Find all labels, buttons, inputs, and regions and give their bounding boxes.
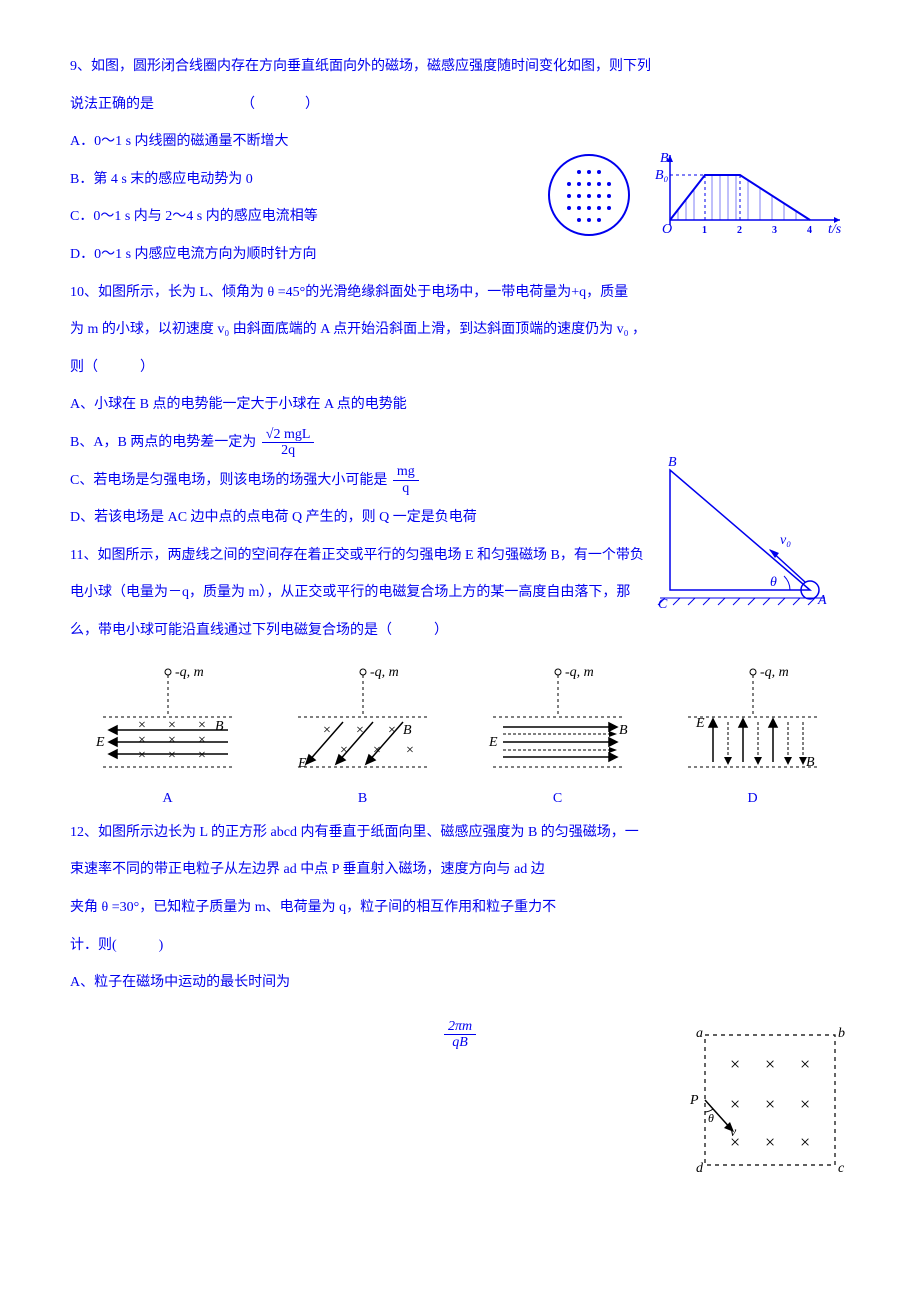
svg-text:O: O (662, 222, 672, 237)
svg-text:P: P (689, 1093, 699, 1108)
svg-text:A: A (817, 593, 827, 608)
svg-text:B: B (619, 723, 628, 738)
axis-B-label: B (660, 151, 669, 166)
q12-stem-line3: 夹角 θ =30°，已知粒子质量为 m、电荷量为 q，粒子间的相互作用和粒子重力… (70, 891, 850, 925)
svg-text:B: B (215, 719, 224, 734)
frac-num: √2 mgL (262, 427, 315, 443)
q9-stem-line2: 说法正确的是 （ ） (70, 88, 850, 122)
q10-option-A: A、小球在 B 点的电势能一定大于小球在 A 点的电势能 (70, 388, 850, 422)
svg-text:2: 2 (737, 225, 742, 236)
svg-text:×: × (168, 748, 176, 763)
svg-text:t/s: t/s (828, 222, 842, 237)
svg-text:v₀: v₀ (780, 533, 791, 548)
svg-text:B: B (403, 723, 412, 738)
svg-text:E: E (695, 716, 705, 731)
svg-text:×: × (198, 733, 206, 748)
svg-text:θ: θ (708, 1111, 714, 1125)
svg-text:c: c (838, 1161, 845, 1176)
q10-C-text: C、若电场是匀强电场，则该电场的场强大小可能是 (70, 473, 387, 488)
svg-text:×: × (765, 1132, 775, 1152)
q11-fig-A-icon: -q, m ××× ××× ××× E B (93, 662, 243, 782)
q11-label-D: D (683, 788, 823, 810)
svg-text:×: × (168, 733, 176, 748)
q10-stem-line3: 则（ ） (70, 351, 850, 385)
svg-text:3: 3 (772, 225, 777, 236)
q11-fig-C-icon: -q, m E B (483, 662, 633, 782)
q11-figures: -q, m ××× ××× ××× E B -q, m ××× ××× (70, 662, 850, 782)
q10-C-fraction: mg q (393, 464, 419, 496)
q10-stem-line1: 10、如图所示，长为 L、倾角为 θ =45°的光滑绝缘斜面处于电场中，一带电荷… (70, 276, 850, 310)
svg-text:×: × (323, 723, 331, 738)
svg-text:4: 4 (807, 225, 812, 236)
q12-figure: ××× ××× ××× a b c d P θ v (680, 1020, 850, 1204)
svg-text:×: × (730, 1094, 740, 1114)
svg-text:×: × (138, 718, 146, 733)
q9-figures: B B₀ O 1 2 3 4 t/s (546, 150, 850, 240)
svg-text:×: × (198, 748, 206, 763)
q11-option-labels: A B C D (70, 788, 850, 810)
svg-text:×: × (138, 748, 146, 763)
svg-text:d: d (696, 1161, 704, 1176)
svg-text:-q, m: -q, m (565, 665, 594, 680)
svg-text:E: E (488, 735, 498, 750)
svg-text:×: × (765, 1094, 775, 1114)
b-t-graph-icon: B B₀ O 1 2 3 4 t/s (650, 150, 850, 240)
q9-paren: （ ） (241, 97, 321, 112)
q12-stem-line1: 12、如图所示边长为 L 的正方形 abcd 内有垂直于纸面向里、磁感应强度为 … (70, 816, 850, 850)
svg-text:B: B (806, 755, 815, 770)
q9-stem-line1: 9、如图，圆形闭合线圈内存在方向垂直纸面向外的磁场，磁感应强度随时间变化如图，则… (70, 50, 850, 84)
q12-option-A: A、粒子在磁场中运动的最长时间为 (70, 966, 850, 1000)
axis-B0-label: B₀ (655, 168, 669, 183)
q12-stem-line4: 计．则( ) (70, 929, 850, 963)
svg-text:E: E (95, 735, 105, 750)
q9-option-D: D．0～1 s 内感应电流方向为顺时针方向 (70, 238, 850, 272)
q12-stem-line2: 束速率不同的带正电粒子从左边界 ad 中点 P 垂直射入磁场，速度方向与 ad … (70, 853, 850, 887)
formula-den: qB (444, 1035, 476, 1050)
svg-text:×: × (356, 723, 364, 738)
svg-text:×: × (765, 1054, 775, 1074)
q11-label-A: A (98, 788, 238, 810)
q11-label-B: B (293, 788, 433, 810)
svg-text:×: × (198, 718, 206, 733)
svg-text:v: v (730, 1125, 737, 1140)
svg-text:-q, m: -q, m (370, 665, 399, 680)
svg-text:θ: θ (770, 575, 777, 590)
svg-text:×: × (800, 1094, 810, 1114)
svg-text:E: E (297, 756, 307, 771)
svg-text:×: × (373, 743, 381, 758)
svg-text:×: × (138, 733, 146, 748)
svg-text:×: × (800, 1132, 810, 1152)
svg-text:B: B (668, 455, 677, 470)
frac-den: 2q (262, 443, 315, 458)
q10-stem-line2: 为 m 的小球，以初速度 v₀ 由斜面底端的 A 点开始沿斜面上滑，到达斜面顶端… (70, 313, 850, 347)
svg-text:1: 1 (702, 225, 707, 236)
q10-figure: B C A v₀ θ (650, 450, 830, 624)
q11-fig-B-icon: -q, m × × × × × × E B (288, 662, 438, 782)
svg-text:b: b (838, 1026, 845, 1041)
svg-text:×: × (800, 1054, 810, 1074)
q11-fig-D-icon: -q, m E B (678, 662, 828, 782)
svg-text:×: × (730, 1054, 740, 1074)
formula-num: 2πm (444, 1019, 476, 1035)
q10-B-text: B、A，B 两点的电势差一定为 (70, 435, 256, 450)
svg-text:×: × (388, 723, 396, 738)
svg-text:×: × (168, 718, 176, 733)
coil-figure-icon (546, 152, 632, 238)
svg-text:×: × (406, 743, 414, 758)
svg-text:-q, m: -q, m (175, 665, 204, 680)
frac-den: q (393, 481, 419, 496)
q11-label-C: C (488, 788, 628, 810)
svg-text:a: a (696, 1026, 703, 1041)
svg-text:×: × (340, 743, 348, 758)
q10-B-fraction: √2 mgL 2q (262, 427, 315, 459)
frac-num: mg (393, 464, 419, 480)
svg-text:-q, m: -q, m (760, 665, 789, 680)
q9-stem-text: 说法正确的是 (70, 97, 154, 112)
svg-text:C: C (658, 597, 668, 610)
